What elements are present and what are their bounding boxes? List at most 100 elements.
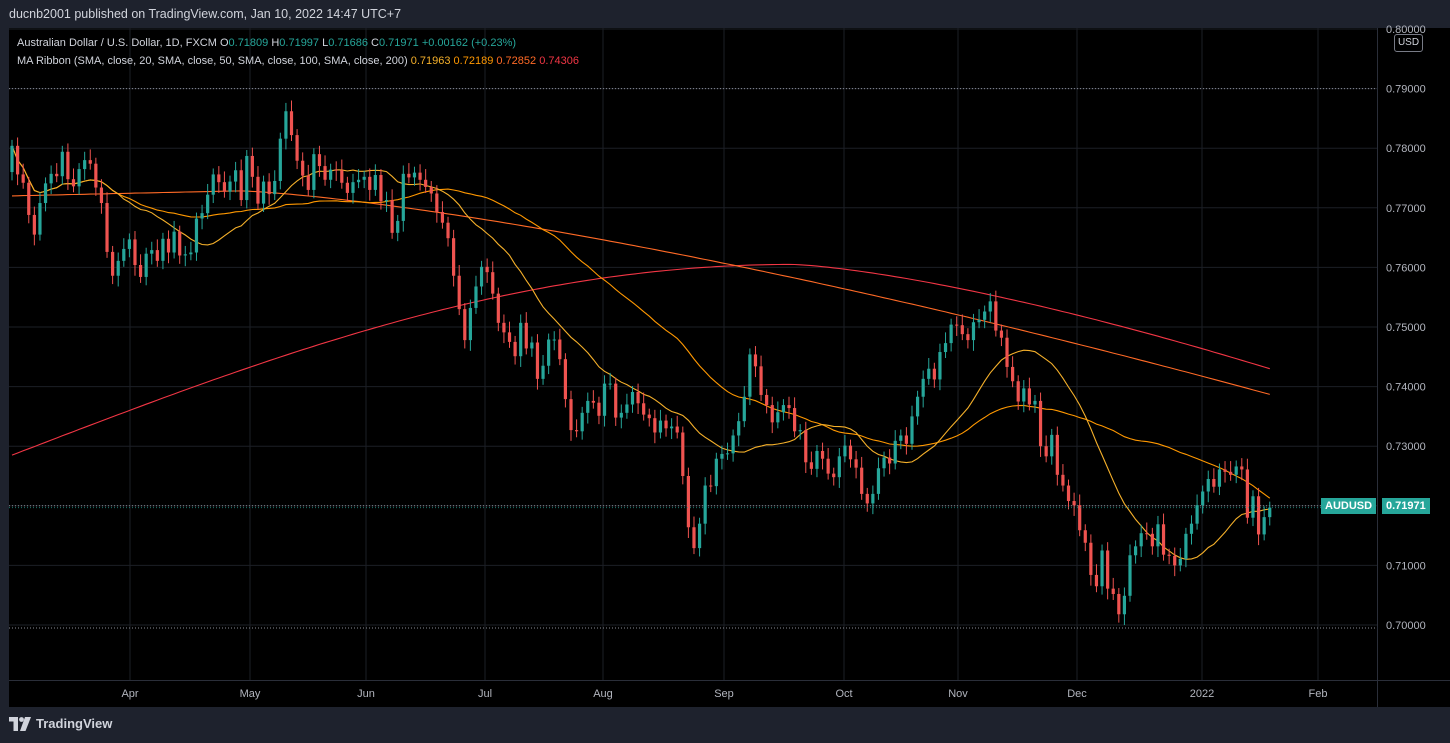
candle-body — [580, 412, 584, 432]
candle-body — [127, 239, 131, 249]
candle-body — [116, 260, 120, 276]
time-axis[interactable] — [9, 680, 1377, 708]
brand-name: TradingView — [36, 716, 113, 731]
candle-body — [289, 111, 294, 136]
change-value: +0.00162 (+0.23%) — [421, 37, 517, 49]
candle-body — [284, 111, 288, 139]
candle-body — [921, 378, 925, 397]
candle-body — [334, 169, 338, 171]
candle-body — [60, 151, 64, 177]
candle-body — [960, 325, 964, 335]
candle-body — [552, 339, 556, 341]
ohlc-value-c: 0.71971 — [379, 37, 419, 49]
candle-body — [457, 275, 461, 310]
candle-body — [306, 175, 310, 190]
ohlc-label-h: H — [268, 37, 280, 49]
candle-body — [1156, 524, 1160, 547]
candle-body — [619, 412, 623, 418]
candle-body — [10, 145, 14, 173]
ma20-line — [11, 145, 1270, 560]
candle-body — [966, 334, 970, 341]
candle-body — [27, 182, 31, 215]
candle-body — [614, 383, 618, 418]
candle-body — [899, 435, 903, 441]
candle-body — [530, 342, 534, 349]
candle-body — [1078, 505, 1082, 531]
candle-body — [586, 400, 590, 413]
candle-body — [239, 170, 243, 201]
candle-body — [38, 203, 42, 235]
ma-value-1: 0.72189 — [450, 55, 494, 67]
candle-body — [144, 253, 148, 277]
candle-body — [1145, 533, 1149, 535]
candle-body — [429, 186, 433, 194]
ohlc-label-o: O — [219, 37, 229, 49]
candle-body — [21, 174, 25, 183]
candle-body — [211, 174, 215, 195]
candle-body — [479, 266, 484, 287]
candle-body — [574, 430, 579, 432]
candle-body — [558, 339, 562, 360]
symbol-title[interactable]: Australian Dollar / U.S. Dollar, 1D, FXC… — [17, 37, 217, 49]
candle-body — [502, 322, 506, 333]
candle-body — [1066, 485, 1071, 502]
candle-body — [1184, 533, 1188, 559]
candle-body — [915, 396, 920, 417]
candle-body — [636, 391, 640, 404]
candle-body — [535, 342, 540, 379]
candle-body — [183, 254, 187, 256]
candle-body — [983, 311, 987, 320]
candle-body — [217, 174, 221, 183]
candle-body — [206, 194, 210, 214]
ma50-line — [11, 145, 1271, 499]
candle-body — [222, 182, 227, 192]
candle-body — [99, 187, 104, 204]
candle-body — [435, 193, 439, 212]
time-tick-label: Aug — [593, 688, 613, 700]
price-tick-label: 0.80000 — [1386, 24, 1426, 36]
candle-body — [133, 239, 137, 266]
candle-body — [390, 200, 394, 233]
candle-body — [189, 252, 193, 255]
candle-body — [138, 265, 143, 277]
candle-body — [323, 166, 327, 180]
price-tick-label: 0.75000 — [1386, 322, 1426, 334]
candle-body — [988, 301, 992, 312]
candle-body — [507, 332, 512, 342]
candle-body — [804, 430, 808, 463]
candle-body — [697, 523, 702, 549]
time-tick-label: Nov — [948, 688, 968, 700]
candle-body — [312, 154, 316, 190]
candle-body — [1139, 533, 1143, 547]
ma-ribbon-title[interactable]: MA Ribbon (SMA, close, 20, SMA, close, 5… — [17, 55, 408, 67]
price-axis[interactable] — [1377, 28, 1450, 680]
price-tick-label: 0.78000 — [1386, 143, 1426, 155]
candle-body — [379, 175, 383, 202]
candle-body — [1229, 471, 1233, 475]
candle-body — [1011, 366, 1015, 382]
currency-button[interactable]: USD — [1394, 34, 1423, 52]
candle-body — [820, 450, 825, 459]
price-tick-label: 0.74000 — [1386, 382, 1426, 394]
chart-pane[interactable] — [9, 28, 1377, 680]
candle-body — [748, 354, 752, 397]
price-tick-label: 0.70000 — [1386, 620, 1426, 632]
candle-body — [1133, 546, 1138, 556]
candle-body — [267, 181, 271, 195]
ohlc-value-h: 0.71997 — [279, 37, 320, 49]
tradingview-brand[interactable]: TradingView — [9, 716, 112, 731]
candle-body — [317, 154, 322, 167]
candle-body — [245, 155, 249, 201]
candle-body — [1256, 496, 1261, 535]
candle-body — [77, 169, 81, 187]
candle-body — [625, 404, 629, 413]
candle-body — [910, 416, 914, 444]
candle-body — [1106, 550, 1110, 589]
ma-value-3: 0.74306 — [536, 55, 579, 67]
candle-body — [670, 426, 674, 429]
candle-body — [541, 365, 545, 379]
tradingview-logo-icon — [9, 716, 31, 731]
candle-body — [938, 352, 942, 380]
candle-body — [793, 408, 797, 432]
time-tick-label: 2022 — [1190, 688, 1214, 700]
